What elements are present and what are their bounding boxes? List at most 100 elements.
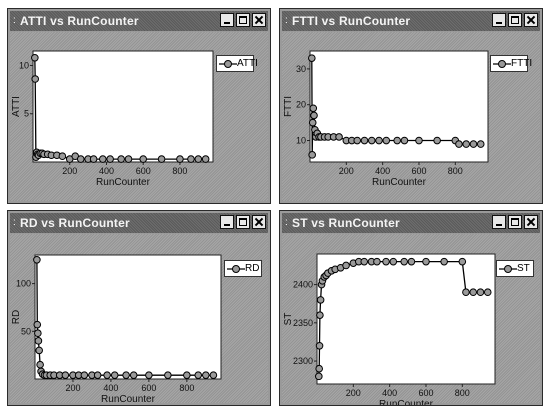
data-point: [129, 371, 138, 379]
window-rd[interactable]: : RD vs RunCounter 200 400 600 800 50 100 RunC…: [7, 210, 271, 406]
data-point: [433, 136, 441, 145]
window-title: ST vs RunCounter: [292, 216, 400, 230]
titlebar[interactable]: : ST vs RunCounter: [282, 213, 540, 233]
y-axis-label: FTTI: [283, 96, 294, 117]
data-point: [209, 371, 218, 379]
close-button[interactable]: [252, 215, 266, 229]
maximize-button[interactable]: [508, 215, 522, 229]
chart-area: 200 400 600 800 10 20 30 RunCounter FTTI FTTI: [282, 32, 540, 201]
data-point: [400, 136, 409, 145]
data-point: [462, 288, 470, 297]
titlebar[interactable]: : RD vs RunCounter: [10, 213, 268, 233]
close-button[interactable]: [524, 215, 538, 229]
legend-marker-icon: [219, 60, 237, 68]
system-menu-icon[interactable]: :: [285, 15, 288, 26]
data-point: [34, 329, 42, 338]
maximize-button[interactable]: [236, 13, 250, 27]
data-point: [202, 371, 210, 379]
data-point: [93, 371, 102, 379]
minimize-button[interactable]: [220, 215, 234, 229]
window-atti[interactable]: : ATTI vs RunCounter 200 400 600 800 5 10 RunC…: [7, 8, 271, 204]
window-title: FTTI vs RunCounter: [292, 14, 411, 28]
y-tick-label: 2400: [293, 280, 313, 290]
x-tick-label: 200: [65, 383, 80, 393]
data-point: [308, 54, 316, 62]
data-point: [400, 257, 408, 266]
data-point: [33, 320, 42, 329]
data-point: [373, 257, 381, 266]
data-point: [342, 261, 350, 270]
minimize-button[interactable]: [492, 215, 506, 229]
data-point: [164, 371, 172, 379]
x-tick-label: 400: [99, 166, 114, 176]
data-point: [407, 257, 416, 266]
data-point: [353, 136, 362, 145]
titlebar[interactable]: : FTTI vs RunCounter: [282, 11, 540, 31]
chart-svg: 200 400 600 800 2300 2350 2400 RunCounter ST: [283, 253, 496, 405]
minimize-button[interactable]: [492, 13, 506, 27]
chart-area: 200 400 600 800 2300 2350 2400 RunCounter ST ST: [282, 234, 540, 405]
data-point: [393, 136, 401, 145]
window-title: ATTI vs RunCounter: [20, 14, 139, 28]
data-point: [382, 136, 391, 145]
data-point: [183, 371, 191, 379]
minimize-button[interactable]: [220, 13, 234, 27]
x-tick-label: 800: [455, 388, 470, 398]
close-button[interactable]: [252, 13, 266, 27]
x-tick-label: 400: [382, 388, 397, 398]
close-button[interactable]: [524, 13, 538, 27]
data-point: [106, 155, 114, 163]
data-point: [367, 136, 376, 145]
data-point: [145, 371, 153, 379]
titlebar[interactable]: : ATTI vs RunCounter: [10, 11, 268, 31]
y-tick-label: 50: [21, 326, 31, 336]
data-point: [476, 140, 485, 148]
y-axis-label: RD: [11, 310, 22, 324]
y-tick-label: 2350: [293, 318, 313, 328]
data-point: [34, 337, 43, 345]
data-point: [422, 257, 430, 266]
plot-area: [34, 254, 222, 380]
x-tick-label: 400: [103, 383, 118, 393]
window-ftti[interactable]: : FTTI vs RunCounter 200 400 600 800 10 20 30 R…: [279, 8, 543, 204]
y-axis-label: ST: [283, 313, 294, 326]
data-point: [139, 155, 148, 163]
window-st[interactable]: : ST vs RunCounter 200 400 600 800 2300 2350 2…: [279, 210, 543, 406]
plot-area: [32, 50, 214, 163]
data-point: [462, 140, 471, 148]
maximize-button[interactable]: [508, 13, 522, 27]
y-tick-label: 20: [296, 100, 306, 110]
data-point: [308, 118, 317, 127]
legend: RD: [224, 260, 262, 277]
data-point: [360, 136, 369, 145]
data-point: [458, 257, 467, 266]
x-tick-label: 200: [346, 388, 361, 398]
legend-label: RD: [245, 263, 260, 274]
data-point: [76, 155, 85, 163]
window-title: RD vs RunCounter: [20, 216, 130, 230]
y-tick-label: 2300: [293, 356, 313, 366]
x-axis-label: RunCounter: [96, 177, 151, 188]
x-tick-label: 600: [136, 166, 151, 176]
legend-label: ATTI: [237, 58, 258, 69]
system-menu-icon[interactable]: :: [285, 217, 288, 228]
data-point: [31, 53, 39, 62]
data-point: [36, 360, 44, 369]
maximize-button[interactable]: [236, 215, 250, 229]
x-tick-label: 200: [62, 166, 77, 176]
y-tick-label: 100: [16, 279, 31, 289]
data-point: [35, 346, 43, 355]
system-menu-icon[interactable]: :: [13, 217, 16, 228]
data-point: [315, 372, 323, 381]
data-point: [382, 257, 390, 266]
data-point: [469, 288, 478, 297]
data-point: [31, 75, 40, 83]
x-tick-label: 200: [339, 166, 354, 176]
data-point: [103, 371, 111, 379]
legend-marker-icon: [493, 60, 511, 68]
data-point: [157, 155, 166, 163]
data-point: [187, 155, 195, 163]
x-tick-label: 800: [448, 166, 463, 176]
system-menu-icon[interactable]: :: [13, 15, 16, 26]
chart-area: 200 400 600 800 5 10 RunCounter ATTI ATTI: [10, 32, 268, 201]
